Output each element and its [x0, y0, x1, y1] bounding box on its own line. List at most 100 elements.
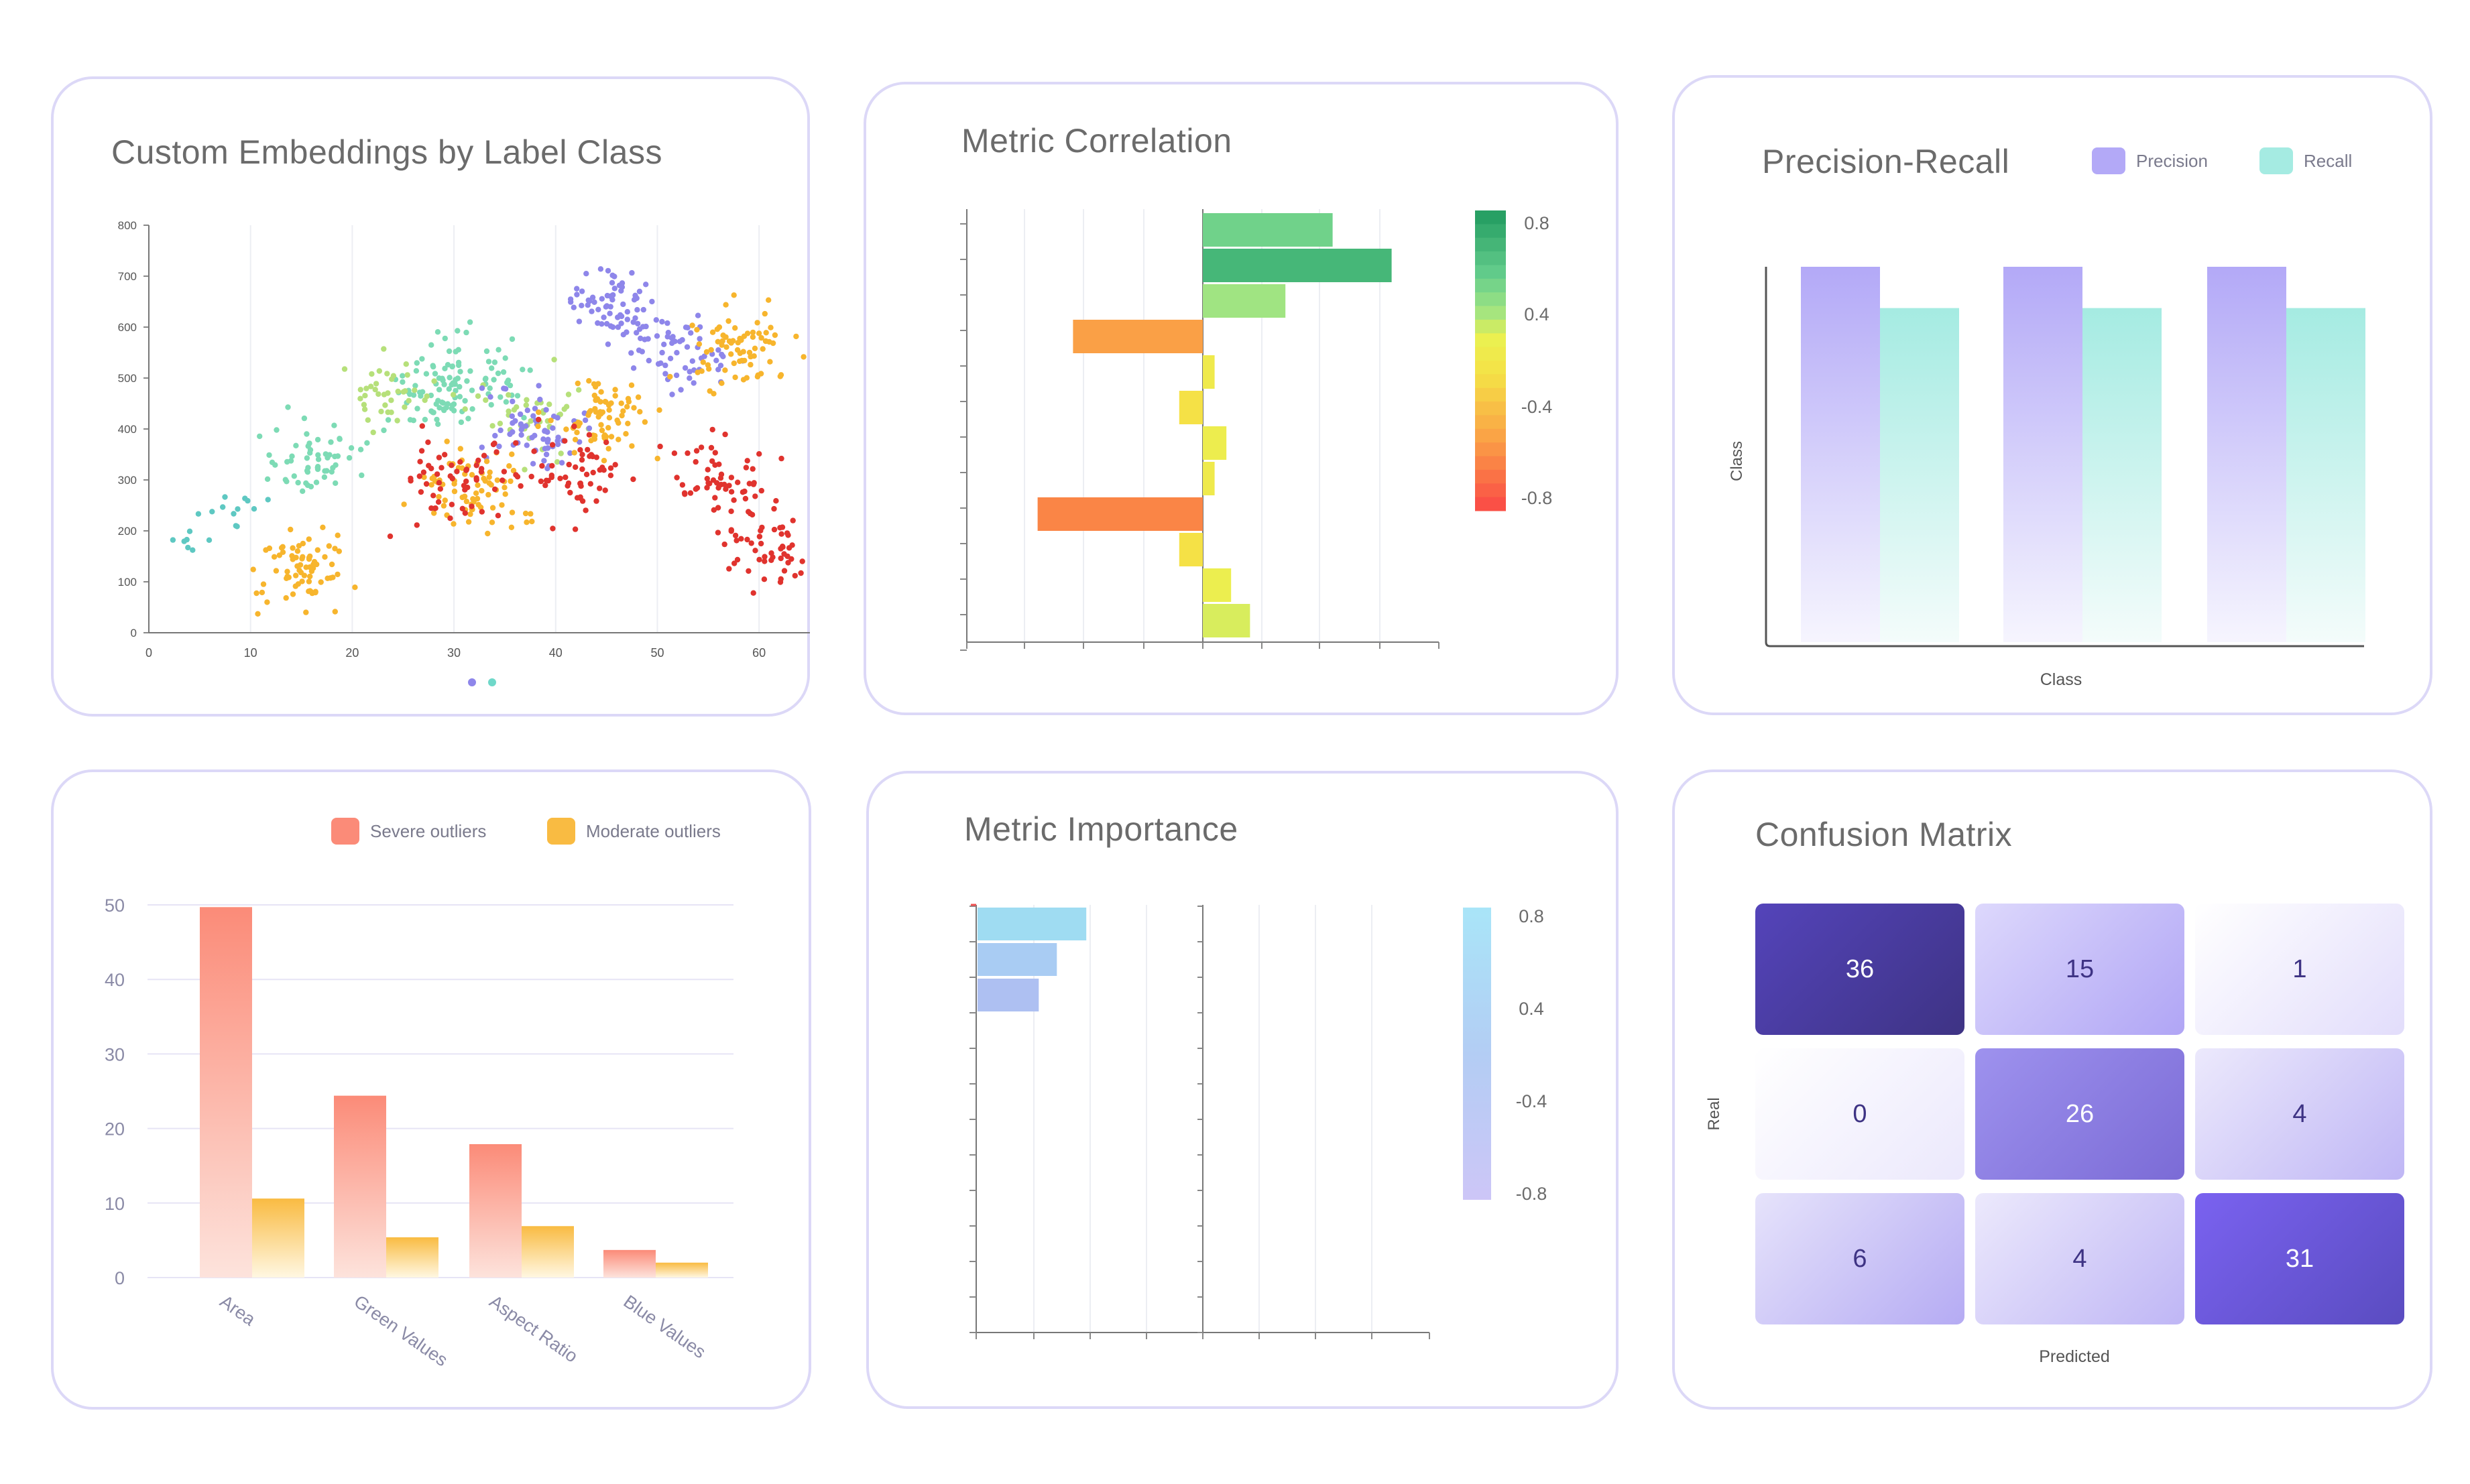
scatter-point — [535, 423, 541, 430]
scatter-point — [529, 434, 535, 440]
scatter-point — [597, 266, 604, 272]
scatter-point — [425, 439, 431, 445]
scatter-point — [430, 363, 436, 370]
scatter-point — [288, 526, 294, 533]
scatter-point — [679, 482, 686, 488]
precision-recall-card: Precision-Recall Precision Recall Class C… — [1672, 75, 2432, 715]
scatter-point — [779, 544, 786, 550]
scatter-point — [416, 473, 422, 479]
scatter-point — [501, 469, 508, 475]
scatter-point — [491, 359, 498, 365]
legend-precision-swatch — [2092, 147, 2125, 174]
scatter-point — [750, 334, 756, 340]
scatter-point — [294, 563, 300, 569]
scatter-point — [543, 407, 549, 413]
scatter-point — [434, 329, 441, 335]
scatter-point — [770, 554, 776, 560]
correlation-bar — [1203, 284, 1286, 318]
scatter-point — [435, 499, 442, 505]
scatter-point — [497, 420, 504, 426]
scatter-point — [587, 408, 593, 414]
scatter-point — [522, 510, 529, 517]
scatter-point — [407, 417, 414, 423]
scatter-point — [304, 431, 310, 437]
scatter-point — [577, 495, 583, 501]
x-axis-label: Class — [2040, 670, 2082, 689]
scatter-point — [728, 489, 735, 495]
scatter-point — [470, 496, 476, 502]
scatter-point — [592, 432, 598, 439]
scatter-point — [656, 407, 662, 413]
scatter-point — [603, 439, 609, 446]
scatter-point — [543, 451, 550, 458]
scatter-point — [543, 477, 550, 483]
scatter-point — [280, 549, 286, 555]
scatter-point — [728, 351, 734, 357]
scatter-point — [756, 534, 763, 540]
colorbar-segment — [1475, 347, 1506, 361]
scatter-point — [329, 561, 335, 568]
scatter-point — [620, 408, 626, 414]
scatter-point — [748, 540, 754, 546]
scatter-point — [659, 318, 665, 325]
scatter-point — [799, 558, 805, 564]
scatter-point — [502, 491, 508, 497]
scatter-point — [273, 568, 280, 574]
scatter-point — [546, 401, 552, 408]
scatter-point — [548, 474, 554, 481]
scatter-point — [423, 371, 430, 377]
scatter-point — [563, 426, 569, 432]
scatter-point — [766, 297, 772, 303]
scatter-point — [408, 478, 414, 484]
scatter-point — [615, 314, 621, 320]
scatter-point — [725, 318, 731, 324]
scatter-point — [436, 494, 442, 500]
scatter-point — [642, 419, 648, 425]
scatter-point — [752, 548, 758, 554]
scatter-point — [467, 368, 473, 374]
scatter-point — [482, 478, 488, 484]
scatter-point — [687, 369, 693, 375]
scatter-point — [586, 432, 593, 438]
scatter-point — [485, 530, 491, 537]
scatter-point — [669, 340, 675, 347]
scatter-point — [431, 510, 437, 516]
scatter-point — [418, 489, 424, 495]
scatter-point — [693, 448, 700, 454]
severe-bar — [469, 1143, 522, 1278]
scatter-point — [505, 377, 512, 383]
colorbar-segment — [1475, 210, 1506, 225]
confusion-cell: 0 — [1755, 1048, 1964, 1180]
scatter-point — [740, 489, 746, 495]
scatter-point — [497, 427, 504, 434]
scatter-point — [798, 570, 804, 576]
scatter-point — [401, 501, 407, 507]
scatter-point — [588, 452, 595, 458]
scatter-point — [255, 611, 261, 617]
scatter-point — [682, 365, 689, 371]
recall-bar — [2286, 308, 2365, 642]
scatter-point — [632, 315, 638, 321]
scatter-point — [599, 409, 606, 416]
scatter-point — [607, 465, 614, 471]
x-axis-label: Predicted — [2039, 1347, 2110, 1366]
scatter-point — [624, 309, 630, 315]
scatter-point — [634, 295, 640, 302]
scatter-point — [400, 379, 406, 385]
outliers-chart: 0 10 20 30 40 50 Area Green Values Aspect Ratio B… — [105, 895, 733, 1370]
scatter-point — [487, 385, 493, 391]
scatter-point — [595, 381, 601, 387]
colorbar-segment — [1475, 361, 1506, 375]
scatter-point — [664, 320, 670, 326]
scatter-point — [585, 446, 591, 453]
scatter-point — [542, 446, 548, 452]
scatter-point — [489, 505, 496, 511]
scatter-point — [740, 349, 746, 355]
scatter-point — [263, 547, 269, 553]
scatter-point — [763, 338, 769, 345]
confusion-axes: Predicted Real — [1705, 1097, 2110, 1366]
scatter-point — [634, 307, 640, 313]
scatter-point — [520, 367, 526, 373]
scatter-point — [602, 487, 608, 493]
scatter-point — [457, 369, 463, 375]
